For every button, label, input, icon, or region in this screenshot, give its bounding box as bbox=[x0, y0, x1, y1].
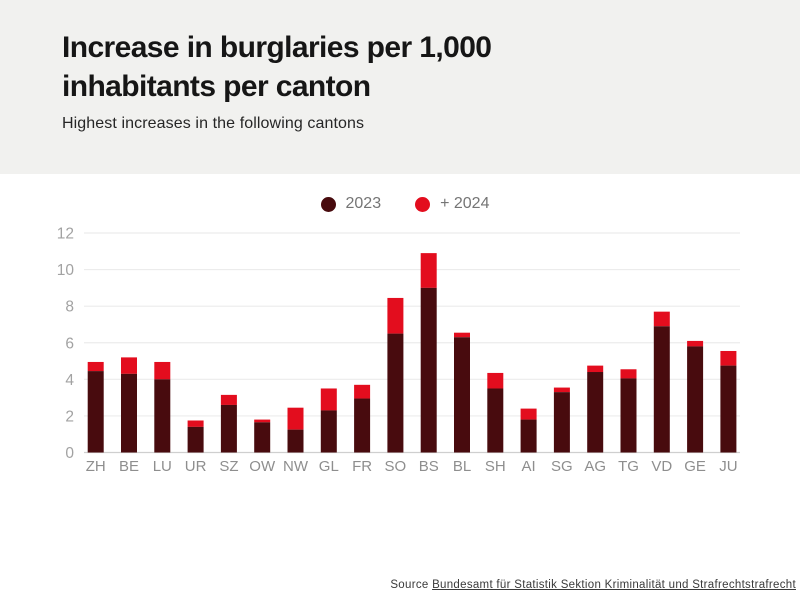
x-tick-label-GL: GL bbox=[319, 458, 339, 475]
bar-SH-2024 bbox=[487, 372, 504, 389]
bar-TG-2024 bbox=[620, 369, 637, 379]
bar-GE-2023 bbox=[687, 346, 704, 453]
bar-SG-2023 bbox=[553, 392, 570, 453]
x-tick-label-VD: VD bbox=[651, 458, 672, 475]
bar-OW-2023 bbox=[254, 422, 271, 453]
x-tick-label-OW: OW bbox=[249, 458, 276, 475]
bar-AG-2024 bbox=[587, 365, 604, 373]
y-tick-label-12: 12 bbox=[57, 226, 74, 243]
source-line: Source Bundesamt für Statistik Sektion K… bbox=[390, 579, 796, 591]
page-subtitle: Highest increases in the following canto… bbox=[62, 115, 365, 132]
bar-BE-2024 bbox=[121, 357, 137, 374]
y-tick-label-6: 6 bbox=[65, 335, 74, 352]
x-tick-label-LU: LU bbox=[153, 458, 172, 475]
legend-swatch-2024-icon bbox=[415, 196, 431, 212]
y-tick-label-0: 0 bbox=[65, 445, 74, 462]
bar-TG-2023 bbox=[620, 378, 637, 453]
y-tick-label-10: 10 bbox=[57, 262, 75, 279]
bar-BL-2024 bbox=[454, 332, 470, 338]
chart-legend: 2023 + 2024 bbox=[5, 195, 800, 213]
x-tick-label-TG: TG bbox=[618, 458, 639, 475]
x-tick-label-BL: BL bbox=[453, 458, 471, 475]
bar-LU-2024 bbox=[154, 361, 171, 380]
x-tick-label-AI: AI bbox=[522, 458, 536, 475]
bar-FR-2024 bbox=[354, 384, 371, 399]
page-title: Increase in burglaries per 1,000 inhabit… bbox=[62, 31, 492, 103]
bar-BS-2024 bbox=[420, 253, 437, 288]
y-tick-label-8: 8 bbox=[65, 299, 74, 316]
x-tick-label-BS: BS bbox=[419, 458, 439, 475]
bar-AI-2024 bbox=[520, 408, 537, 420]
legend-label-2024: + 2024 bbox=[440, 195, 490, 212]
bar-GE-2024 bbox=[687, 340, 704, 347]
legend-item-2024: + 2024 bbox=[415, 195, 489, 213]
bar-GL-2024 bbox=[320, 388, 337, 411]
bar-LU-2023 bbox=[154, 379, 171, 453]
bar-SO-2024 bbox=[387, 297, 404, 334]
x-tick-label-SH: SH bbox=[485, 458, 506, 475]
bar-SZ-2024 bbox=[220, 394, 237, 405]
y-tick-label-2: 2 bbox=[65, 408, 74, 425]
y-tick-label-4: 4 bbox=[65, 372, 74, 389]
bar-SZ-2023 bbox=[220, 404, 237, 453]
bar-BL-2023 bbox=[454, 337, 470, 453]
header: Increase in burglaries per 1,000 inhabit… bbox=[0, 0, 800, 174]
bar-NW-2023 bbox=[287, 429, 304, 453]
legend-item-2023: 2023 bbox=[320, 195, 382, 213]
bar-ZH-2024 bbox=[87, 361, 104, 372]
x-tick-label-UR: UR bbox=[185, 458, 207, 475]
x-tick-label-SG: SG bbox=[551, 458, 573, 475]
bar-AG-2023 bbox=[587, 372, 604, 453]
legend-label-2023: 2023 bbox=[345, 195, 382, 212]
bar-SO-2023 bbox=[387, 333, 404, 453]
x-tick-label-ZH: ZH bbox=[86, 458, 106, 475]
legend-swatch-2023-icon bbox=[320, 196, 336, 212]
bar-UR-2023 bbox=[187, 426, 204, 453]
bar-SG-2024 bbox=[553, 387, 570, 393]
source-link[interactable]: Bundesamt für Statistik Sektion Kriminal… bbox=[432, 579, 796, 591]
x-tick-label-FR: FR bbox=[352, 458, 372, 475]
bar-JU-2023 bbox=[720, 365, 737, 453]
bar-FR-2023 bbox=[354, 398, 371, 453]
x-tick-label-GE: GE bbox=[684, 458, 706, 475]
bar-UR-2024 bbox=[187, 420, 204, 427]
bar-AI-2023 bbox=[520, 419, 537, 453]
x-tick-label-JU: JU bbox=[719, 458, 737, 475]
bar-VD-2024 bbox=[653, 311, 670, 327]
x-tick-label-SZ: SZ bbox=[219, 458, 238, 475]
bar-VD-2023 bbox=[653, 326, 670, 453]
bar-OW-2024 bbox=[254, 419, 271, 423]
bar-BE-2023 bbox=[121, 373, 137, 453]
x-tick-label-NW: NW bbox=[283, 458, 309, 475]
bar-ZH-2023 bbox=[87, 371, 104, 453]
bar-BS-2023 bbox=[420, 287, 437, 453]
bar-NW-2024 bbox=[287, 407, 304, 430]
bar-JU-2024 bbox=[720, 350, 737, 366]
x-tick-label-SO: SO bbox=[385, 458, 407, 475]
x-tick-label-BE: BE bbox=[119, 458, 139, 475]
source-prefix: Source bbox=[390, 579, 433, 591]
bar-GL-2023 bbox=[320, 410, 337, 453]
bar-SH-2023 bbox=[487, 388, 504, 453]
x-tick-label-AG: AG bbox=[584, 458, 606, 475]
